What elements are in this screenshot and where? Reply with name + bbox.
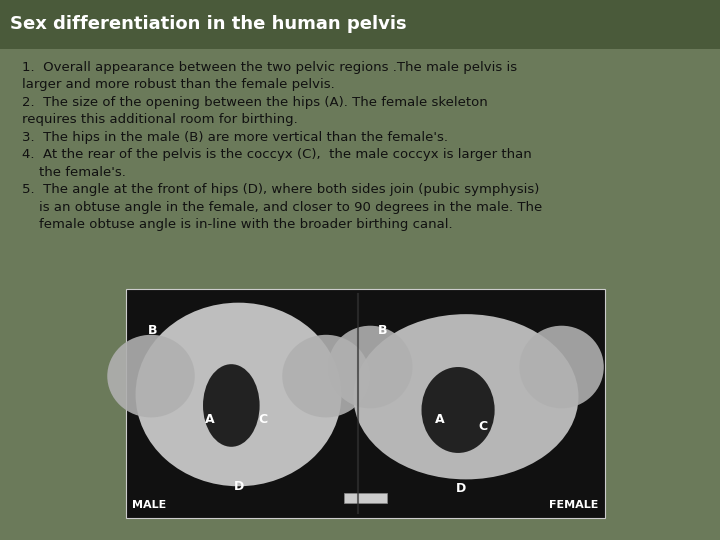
- Text: 5.  The angle at the front of hips (D), where both sides join (pubic symphysis): 5. The angle at the front of hips (D), w…: [22, 183, 539, 196]
- Text: B: B: [377, 323, 387, 337]
- Text: A: A: [205, 413, 215, 426]
- Text: larger and more robust than the female pelvis.: larger and more robust than the female p…: [22, 78, 335, 91]
- Ellipse shape: [107, 335, 195, 417]
- Text: 2.  The size of the opening between the hips (A). The female skeleton: 2. The size of the opening between the h…: [22, 96, 487, 109]
- Text: MALE: MALE: [132, 501, 166, 510]
- Ellipse shape: [203, 364, 260, 447]
- Text: C: C: [478, 420, 487, 433]
- Text: the female's.: the female's.: [22, 166, 126, 179]
- Text: B: B: [148, 323, 157, 337]
- Ellipse shape: [354, 314, 578, 480]
- Ellipse shape: [135, 302, 341, 486]
- Bar: [0, 0, 720, 49]
- Text: A: A: [435, 413, 444, 426]
- Ellipse shape: [421, 367, 495, 453]
- Text: is an obtuse angle in the female, and closer to 90 degrees in the male. The: is an obtuse angle in the female, and cl…: [22, 200, 542, 214]
- Text: FEMALE: FEMALE: [549, 501, 599, 510]
- Text: C: C: [258, 413, 267, 426]
- Text: 1.  Overall appearance between the two pelvic regions .The male pelvis is: 1. Overall appearance between the two pe…: [22, 60, 517, 73]
- Ellipse shape: [282, 335, 370, 417]
- Text: D: D: [233, 480, 243, 493]
- Text: female obtuse angle is in-line with the broader birthing canal.: female obtuse angle is in-line with the …: [22, 218, 453, 231]
- Text: requires this additional room for birthing.: requires this additional room for birthi…: [22, 113, 298, 126]
- Text: 4.  At the rear of the pelvis is the coccyx (C),  the male coccyx is larger than: 4. At the rear of the pelvis is the cocc…: [22, 148, 532, 161]
- Text: D: D: [456, 482, 467, 495]
- Ellipse shape: [519, 326, 604, 408]
- Bar: [126, 289, 605, 518]
- Ellipse shape: [328, 326, 413, 408]
- Text: Sex differentiation in the human pelvis: Sex differentiation in the human pelvis: [10, 15, 407, 33]
- Bar: [344, 494, 387, 503]
- Text: 3.  The hips in the male (B) are more vertical than the female's.: 3. The hips in the male (B) are more ver…: [22, 131, 448, 144]
